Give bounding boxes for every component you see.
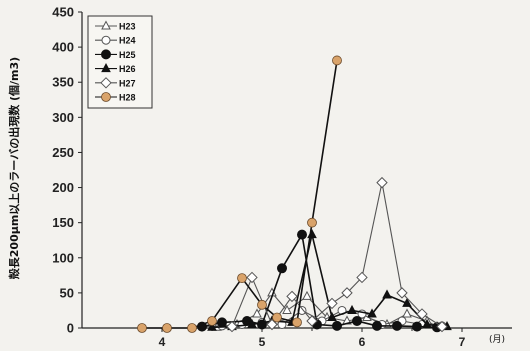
data-point — [396, 287, 408, 299]
data-point — [402, 297, 412, 307]
data-point — [266, 318, 278, 331]
data-point — [306, 315, 318, 327]
data-point — [436, 320, 448, 333]
data-point — [332, 55, 342, 66]
data-point — [277, 263, 287, 274]
legend-marker — [101, 63, 111, 73]
legend-label: H27 — [119, 78, 136, 88]
data-point — [257, 319, 267, 330]
data-point — [332, 320, 342, 331]
legend-box — [87, 15, 153, 109]
x-unit-label: (月) — [489, 334, 505, 345]
data-point — [347, 304, 357, 314]
data-point — [297, 229, 307, 240]
legend-marker — [101, 92, 111, 102]
series-line — [211, 234, 448, 329]
legend-marker — [100, 77, 112, 89]
data-point — [382, 289, 392, 299]
x-tick-label: 5 — [259, 335, 266, 349]
data-point — [246, 271, 258, 284]
y-tick-label: 300 — [52, 110, 74, 125]
data-point — [376, 176, 388, 189]
data-point — [302, 290, 312, 300]
series-h27 — [226, 176, 448, 333]
x-tick-label: 4 — [159, 335, 166, 349]
data-point — [327, 311, 337, 321]
y-axis-ticks: 0 50 100 150 200 250 300 350 400 450 — [52, 5, 82, 336]
data-point — [352, 315, 362, 326]
data-point — [247, 318, 257, 328]
data-point — [372, 320, 382, 331]
series-h26 — [207, 229, 452, 331]
x-tick-label: 6 — [359, 335, 366, 349]
data-point — [412, 321, 422, 332]
data-point — [207, 316, 217, 326]
legend-label: H24 — [119, 36, 136, 46]
data-point — [217, 317, 227, 328]
y-tick-label: 150 — [52, 215, 74, 230]
y-axis-label: 殻長200μm以上のラーバの出現数 (個/m3) — [7, 57, 21, 279]
y-tick-label: 50 — [60, 285, 74, 300]
y-tick-label: 200 — [52, 180, 74, 195]
y-tick-label: 400 — [52, 40, 74, 55]
legend-label: H25 — [119, 50, 136, 60]
data-point — [272, 312, 282, 323]
data-point — [416, 308, 428, 320]
data-point — [402, 308, 412, 318]
series-line — [231, 182, 443, 328]
y-tick-label: 0 — [67, 321, 74, 336]
data-point — [326, 297, 338, 310]
data-point — [226, 320, 238, 333]
y-tick-label: 250 — [52, 145, 74, 160]
data-point — [367, 308, 377, 318]
data-point — [286, 290, 298, 303]
legend-marker — [101, 49, 111, 60]
data-point — [257, 299, 267, 310]
legend: H23 H24 H25 H26 H27 H28 — [87, 15, 153, 109]
series-h28 — [137, 55, 342, 333]
data-point — [292, 317, 302, 328]
data-point — [237, 273, 247, 284]
legend-marker — [101, 35, 111, 45]
legend-label: H23 — [119, 22, 136, 32]
data-point — [282, 304, 292, 314]
legend-label: H28 — [119, 93, 136, 103]
data-point — [252, 308, 262, 318]
data-point — [341, 287, 353, 299]
x-axis-ticks: 4 5 6 7 — [159, 328, 466, 349]
series-line — [142, 60, 338, 329]
legend-label: H26 — [119, 64, 136, 74]
data-point — [207, 321, 217, 331]
y-tick-label: 350 — [52, 75, 74, 90]
series-layer — [137, 55, 452, 333]
data-point — [422, 318, 432, 328]
y-tick-label: 100 — [52, 250, 74, 265]
data-point — [392, 320, 402, 331]
data-point — [356, 271, 368, 284]
x-tick-label: 7 — [459, 335, 466, 349]
data-point — [307, 217, 317, 228]
data-point — [187, 323, 197, 333]
y-tick-label: 450 — [52, 5, 74, 20]
data-point — [137, 323, 147, 333]
data-point — [162, 323, 172, 333]
legend-marker — [101, 20, 111, 30]
